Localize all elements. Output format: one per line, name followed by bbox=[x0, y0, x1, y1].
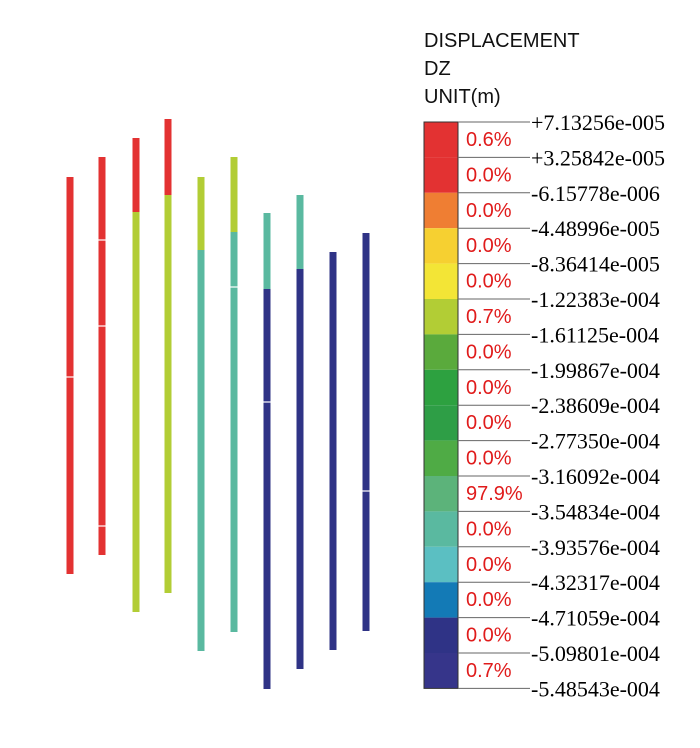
pile-6 bbox=[230, 157, 238, 632]
legend-bands: 0.6% 0.0% 0.0% 0.0% 0.0% 0.7% 0.0% 0.0% 0.0% 0.0%… bbox=[423, 121, 523, 689]
pile-segment bbox=[296, 195, 304, 269]
pile-segment bbox=[98, 157, 106, 555]
legend-band-swatch bbox=[424, 157, 458, 193]
legend-band-percent: 0.0% bbox=[466, 518, 512, 540]
legend-band-swatch bbox=[424, 192, 458, 229]
pile-segment bbox=[66, 177, 74, 574]
pile-elements bbox=[66, 119, 370, 689]
pile-segment bbox=[197, 250, 205, 651]
legend-band-swatch bbox=[424, 582, 458, 618]
legend-band-percent: 0.0% bbox=[466, 341, 512, 363]
legend-band-percent: 0.0% bbox=[466, 554, 512, 576]
legend-tick-label: +3.25842e-005 bbox=[531, 145, 665, 170]
pile-segment bbox=[362, 233, 370, 631]
legend-band-swatch bbox=[424, 122, 458, 158]
legend-tick-label: -5.48543e-004 bbox=[531, 676, 660, 701]
legend-band-swatch bbox=[424, 653, 458, 689]
legend-band-swatch bbox=[424, 299, 458, 335]
legend-band-percent: 0.0% bbox=[466, 235, 512, 257]
legend-title-line-3: UNIT(m) bbox=[424, 86, 501, 108]
legend-title-line-1: DISPLACEMENT bbox=[424, 30, 580, 52]
legend-tick-label: -6.15778e-006 bbox=[531, 181, 660, 206]
legend-band-percent: 0.0% bbox=[466, 589, 512, 611]
legend-tick-label: +7.13256e-005 bbox=[531, 110, 665, 135]
pile-segment bbox=[132, 212, 140, 612]
legend-band-percent: 0.0% bbox=[466, 200, 512, 222]
legend-tick-label: -1.22383e-004 bbox=[531, 287, 660, 312]
pile-8 bbox=[296, 195, 304, 669]
legend-tick-label: -4.71059e-004 bbox=[531, 606, 660, 631]
legend-tick-label: -3.16092e-004 bbox=[531, 464, 660, 489]
legend-band-swatch bbox=[424, 263, 458, 299]
legend: DISPLACEMENT DZ UNIT(m) 0.6% 0.0% 0.0% 0.0%… bbox=[423, 30, 665, 701]
legend-band-percent: 0.7% bbox=[466, 306, 512, 328]
pile-segment bbox=[263, 289, 271, 689]
pile-5 bbox=[197, 177, 205, 651]
legend-tick-label: -1.61125e-004 bbox=[531, 322, 659, 347]
legend-tick-label: -1.99867e-004 bbox=[531, 358, 660, 383]
legend-band-swatch bbox=[424, 546, 458, 583]
legend-band-percent: 0.0% bbox=[466, 164, 512, 186]
legend-band-swatch bbox=[424, 476, 458, 512]
legend-band-percent: 0.0% bbox=[466, 448, 512, 470]
pile-segment bbox=[329, 252, 337, 650]
legend-tick-label: -2.77350e-004 bbox=[531, 429, 660, 454]
pile-2 bbox=[98, 157, 106, 555]
pile-segment bbox=[197, 177, 205, 250]
pile-segment bbox=[164, 195, 172, 593]
pile-segment bbox=[164, 119, 172, 195]
pile-1 bbox=[66, 177, 74, 574]
pile-segment bbox=[230, 232, 238, 632]
legend-band-percent: 0.0% bbox=[466, 271, 512, 293]
legend-band-swatch bbox=[424, 405, 458, 441]
legend-band-percent: 0.6% bbox=[466, 129, 512, 151]
legend-tick-label: -5.09801e-004 bbox=[531, 641, 660, 666]
pile-segment bbox=[230, 157, 238, 232]
legend-band-swatch bbox=[424, 334, 458, 370]
legend-band-swatch bbox=[424, 617, 458, 653]
pile-10 bbox=[362, 233, 370, 631]
legend-tick-label: -3.54834e-004 bbox=[531, 499, 660, 524]
legend-tick-label: -8.36414e-005 bbox=[531, 252, 660, 277]
legend-tick-label: -3.93576e-004 bbox=[531, 535, 660, 560]
pile-4 bbox=[164, 119, 172, 593]
legend-band-swatch bbox=[424, 440, 458, 476]
legend-band-percent: 0.0% bbox=[466, 625, 512, 647]
legend-band-percent: 0.7% bbox=[466, 660, 512, 682]
pile-segment bbox=[263, 213, 271, 289]
legend-band-swatch bbox=[424, 228, 458, 264]
legend-band-percent: 0.0% bbox=[466, 412, 512, 434]
pile-segment bbox=[132, 138, 140, 212]
legend-band-swatch bbox=[424, 511, 458, 547]
pile-3 bbox=[132, 138, 140, 612]
legend-band-percent: 97.9% bbox=[466, 483, 523, 505]
legend-title-line-2: DZ bbox=[424, 58, 451, 80]
pile-7 bbox=[263, 213, 271, 689]
legend-band-percent: 0.0% bbox=[466, 377, 512, 399]
legend-band-swatch bbox=[424, 369, 458, 406]
pile-segment bbox=[296, 269, 304, 669]
pile-9 bbox=[329, 252, 337, 650]
legend-tick-label: -4.48996e-005 bbox=[531, 216, 660, 241]
legend-tick-labels: +7.13256e-005 +3.25842e-005 -6.15778e-006 -… bbox=[458, 110, 665, 701]
legend-tick-label: -4.32317e-004 bbox=[531, 570, 660, 595]
legend-tick-label: -2.38609e-004 bbox=[531, 393, 660, 418]
